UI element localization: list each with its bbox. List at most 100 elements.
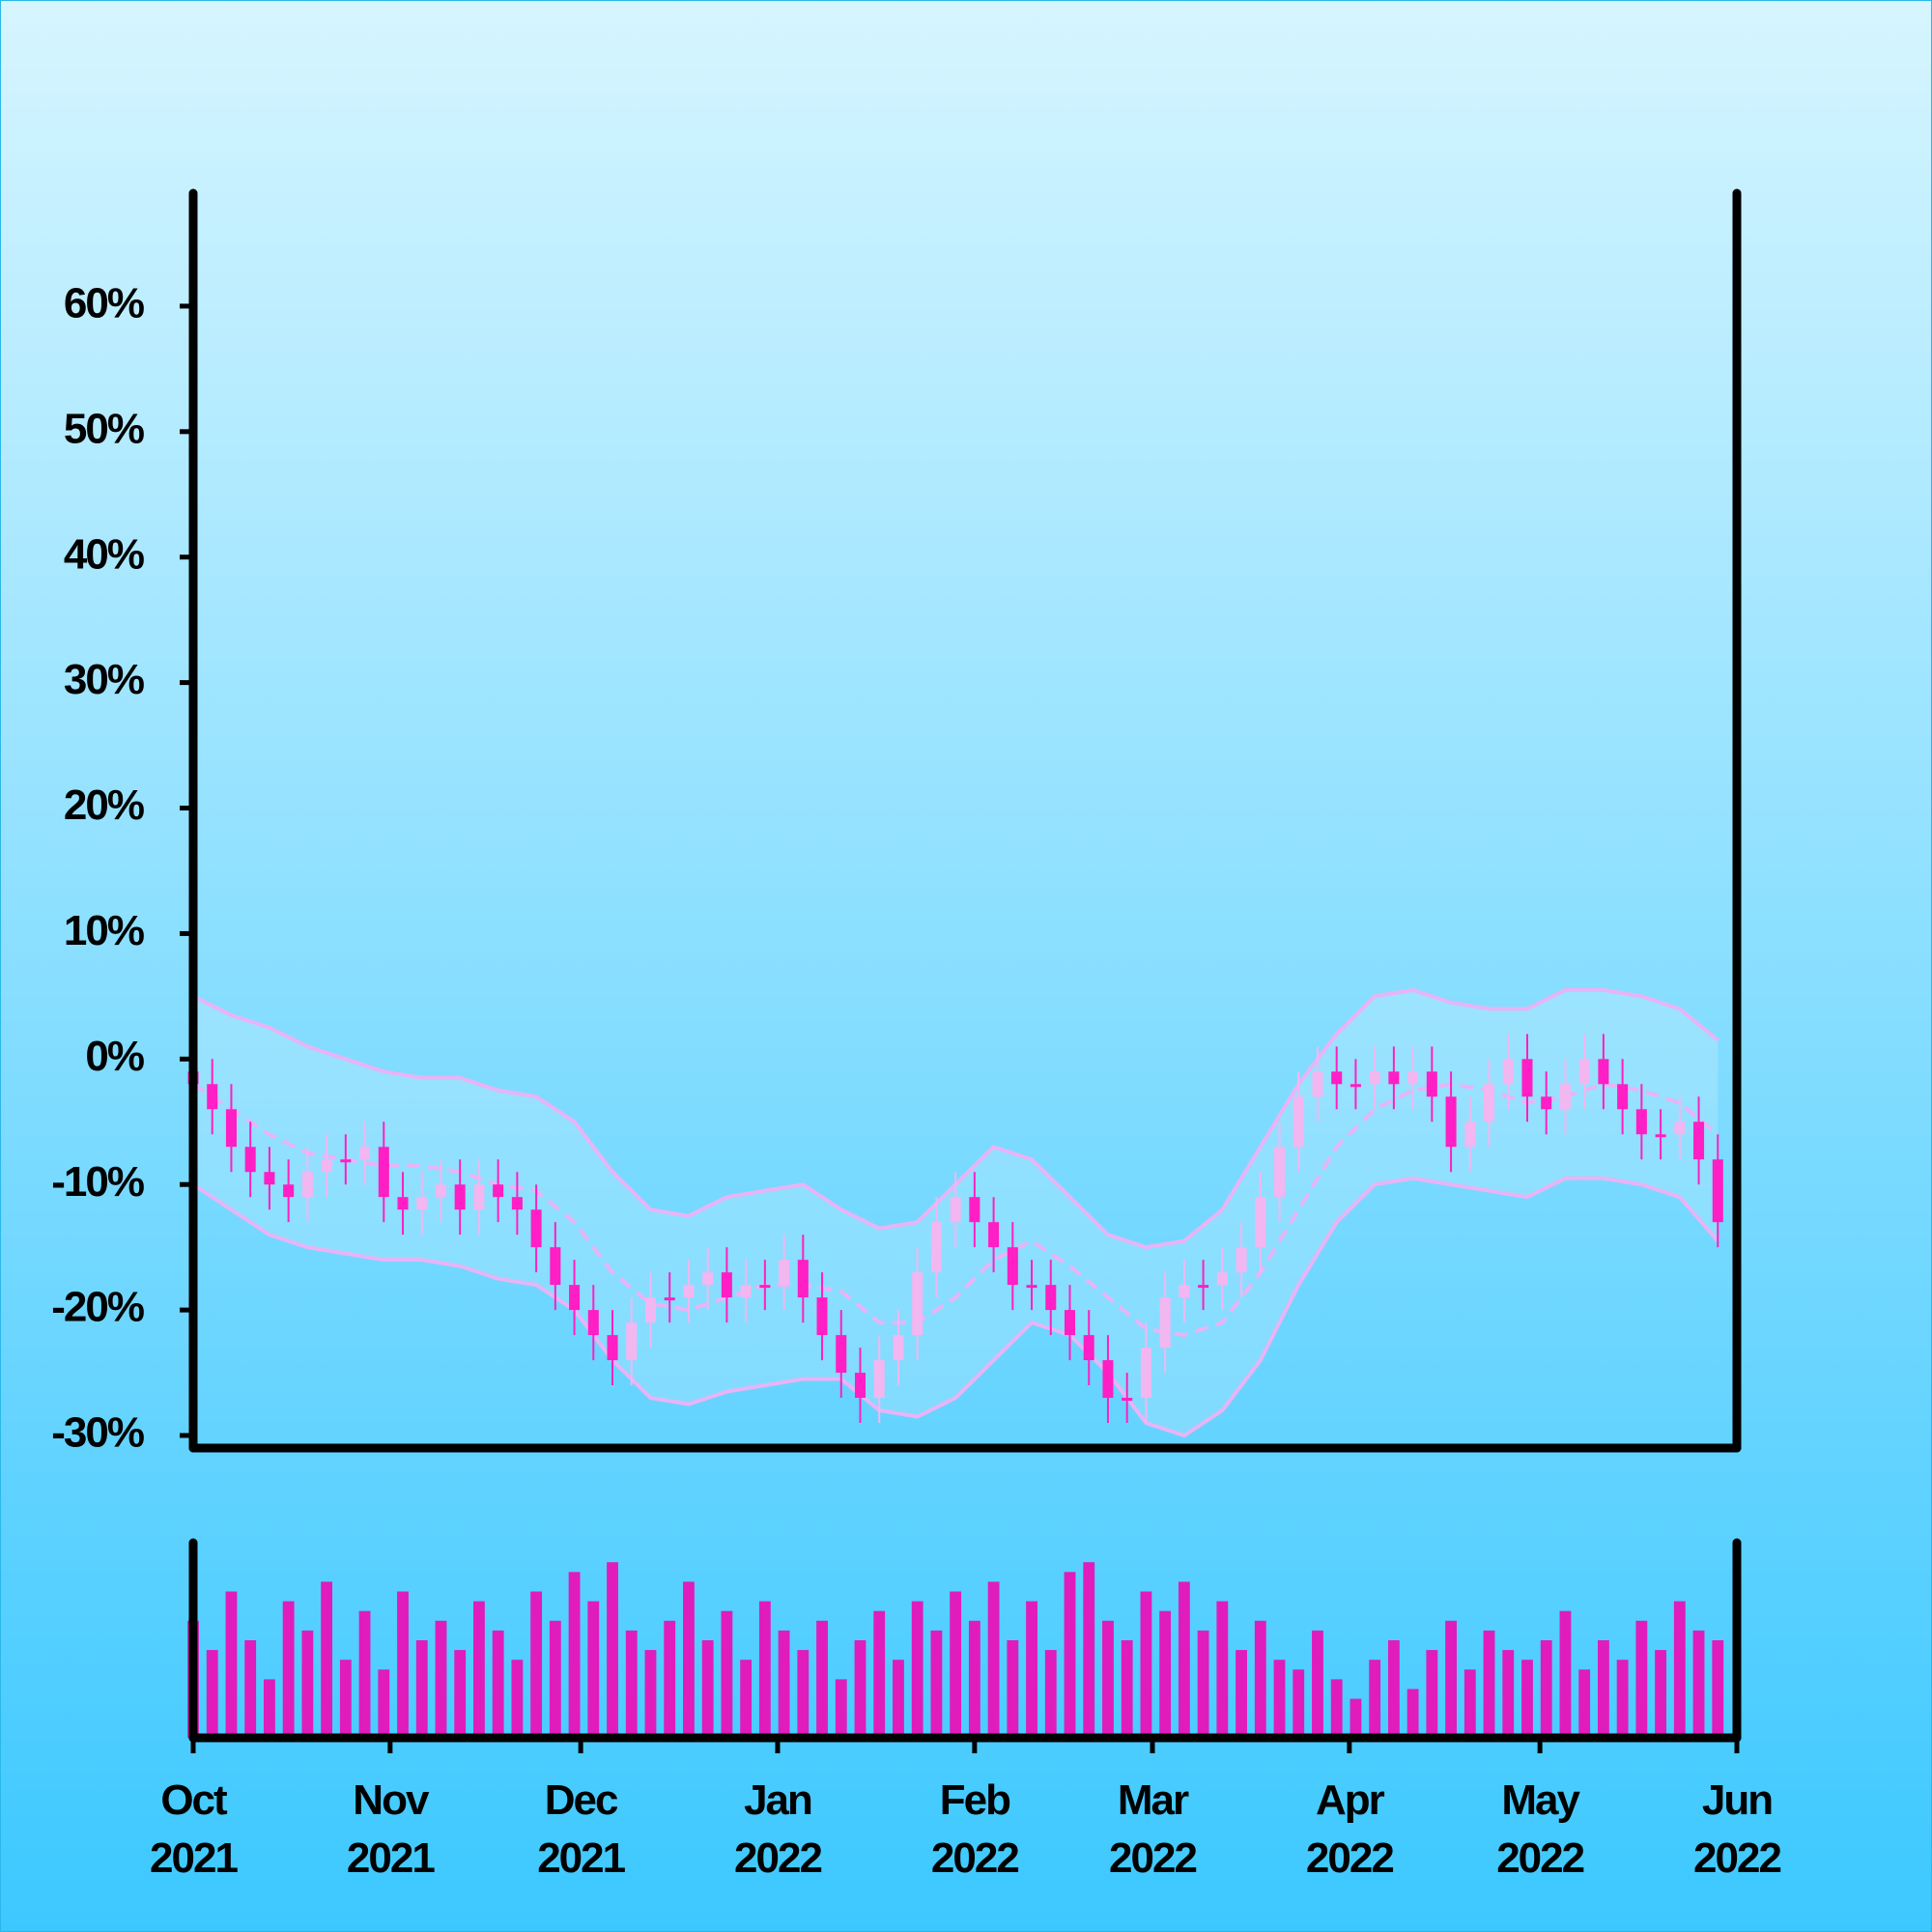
x-tick-label-line: Jan	[744, 1776, 811, 1824]
volume-bar	[1312, 1630, 1323, 1738]
volume-bar	[1445, 1620, 1457, 1738]
volume-bar	[701, 1640, 714, 1738]
y-tick-label: 30%	[64, 656, 144, 703]
volume-bar	[1216, 1601, 1229, 1738]
candle-body	[1273, 1147, 1286, 1198]
candle-body	[1122, 1398, 1133, 1402]
volume-bar	[930, 1630, 943, 1738]
x-tick-label-line: Dec	[545, 1776, 618, 1824]
volume-bar	[225, 1591, 238, 1738]
volume-bar	[1712, 1640, 1724, 1738]
candle-body	[873, 1360, 885, 1399]
candle-body	[759, 1285, 771, 1289]
candle-body	[1198, 1285, 1209, 1289]
x-tick-label: Jan 2022	[734, 1776, 821, 1882]
y-tick-label: 40%	[64, 530, 144, 578]
volume-bar	[1178, 1581, 1190, 1738]
x-tick-label-line: 2022	[1109, 1834, 1196, 1882]
volume-bar	[1673, 1601, 1686, 1738]
x-tick-label-line: Apr	[1316, 1776, 1385, 1824]
x-tick-label: Nov 2021	[347, 1776, 435, 1882]
volume-bar	[1044, 1650, 1057, 1738]
candle-body	[530, 1209, 542, 1248]
volume-bar	[339, 1660, 352, 1738]
candle-body	[1426, 1071, 1437, 1097]
volume-bar	[435, 1620, 447, 1738]
x-tick-label: Dec 2021	[537, 1776, 625, 1882]
x-tick-label-line: Oct	[160, 1776, 228, 1824]
candle-body	[1064, 1310, 1076, 1336]
volume-bar	[1197, 1630, 1209, 1738]
y-tick-label: 10%	[64, 907, 144, 954]
candle-body	[321, 1159, 332, 1173]
candle-body	[836, 1335, 847, 1374]
volume-bar	[1655, 1650, 1667, 1738]
y-tick-label: -10%	[51, 1158, 144, 1206]
candle-body	[1179, 1285, 1190, 1298]
volume-bar	[549, 1620, 561, 1738]
candle-body	[454, 1184, 466, 1210]
volume-bar	[263, 1679, 275, 1738]
volume-bar	[1597, 1640, 1609, 1738]
volume-bar	[1483, 1630, 1495, 1738]
volume-bar	[1578, 1669, 1591, 1738]
x-tick-label-line: 2022	[734, 1834, 821, 1882]
candle-body	[1102, 1360, 1114, 1399]
candle-body	[607, 1335, 618, 1361]
candle-body	[893, 1335, 904, 1361]
volume-bar	[873, 1610, 886, 1738]
candle-body	[435, 1184, 446, 1198]
volume-bar	[644, 1650, 657, 1738]
candle-body	[264, 1172, 275, 1185]
candle-body	[493, 1184, 504, 1198]
volume-bar	[492, 1630, 504, 1738]
candle-body	[1541, 1096, 1552, 1110]
candle-body	[244, 1147, 256, 1173]
candle-body	[950, 1197, 961, 1223]
volume-bar	[1102, 1620, 1114, 1738]
volume-bar	[282, 1601, 295, 1738]
y-tick-label: 60%	[64, 280, 144, 327]
x-tick-label-line: Feb	[940, 1776, 1010, 1824]
volume-bar	[1273, 1660, 1286, 1738]
candle-body	[1293, 1096, 1304, 1148]
candle-body	[626, 1322, 638, 1361]
x-tick-label-line: Mar	[1118, 1776, 1189, 1824]
volume-bar	[1502, 1650, 1515, 1738]
x-tick-label-line: 2021	[150, 1834, 238, 1882]
volume-bar	[1426, 1650, 1438, 1738]
volume-bar	[1406, 1689, 1419, 1738]
y-tick-label: -30%	[51, 1409, 144, 1457]
volume-bar	[911, 1601, 923, 1738]
volume-bar	[1026, 1601, 1037, 1738]
candle-body	[1502, 1059, 1514, 1085]
volume-bar	[1540, 1640, 1552, 1738]
candle-body	[912, 1272, 923, 1336]
volume-bar	[1121, 1640, 1133, 1738]
volume-bar	[835, 1679, 847, 1738]
candle-body	[1312, 1071, 1323, 1097]
candle-body	[721, 1272, 732, 1298]
x-tick-label-line: Jun	[1702, 1776, 1772, 1824]
candle-body	[283, 1184, 295, 1198]
candle-body	[340, 1159, 352, 1163]
volume-bar	[1254, 1620, 1266, 1738]
volume-bar	[740, 1660, 753, 1738]
volume-bar	[1463, 1669, 1476, 1738]
candle-body	[1712, 1159, 1723, 1223]
volume-bar	[1369, 1660, 1381, 1738]
candle-body	[1598, 1059, 1609, 1085]
volume-bar	[1616, 1660, 1629, 1738]
candle-body	[1521, 1059, 1533, 1097]
candle-body	[740, 1285, 752, 1298]
volume-bar	[1387, 1640, 1400, 1738]
volume-bar	[378, 1669, 390, 1738]
candle-body	[664, 1297, 675, 1301]
volume-bar	[206, 1650, 218, 1738]
volume-bar	[1559, 1610, 1572, 1738]
candle-body	[473, 1184, 485, 1210]
volume-bar	[358, 1610, 371, 1738]
candle-body	[416, 1197, 428, 1210]
x-tick-label: Apr 2022	[1306, 1776, 1393, 1882]
volume-bar	[778, 1630, 790, 1738]
